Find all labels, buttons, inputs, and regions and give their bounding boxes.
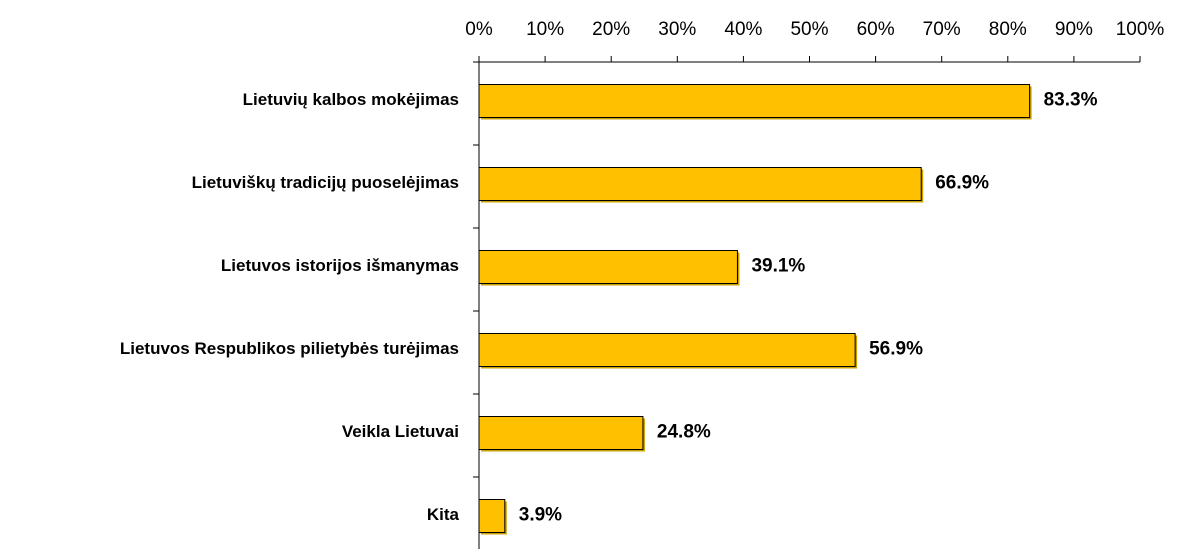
data-label: 56.9% bbox=[869, 339, 923, 360]
y-tick-label: Veikla Lietuvai bbox=[342, 422, 459, 441]
bar bbox=[478, 333, 856, 367]
x-tick-label: 80% bbox=[989, 19, 1027, 40]
y-tick-label: Lietuvos istorijos išmanymas bbox=[221, 256, 459, 275]
data-label: 39.1% bbox=[751, 256, 805, 277]
x-tick-label: 70% bbox=[923, 19, 961, 40]
x-tick-label: 40% bbox=[724, 19, 762, 40]
data-label: 24.8% bbox=[657, 422, 711, 443]
x-tick-label: 20% bbox=[592, 19, 630, 40]
x-tick-label: 90% bbox=[1055, 19, 1093, 40]
bar bbox=[478, 167, 922, 201]
y-tick-label: Lietuvių kalbos mokėjimas bbox=[243, 90, 459, 109]
x-tick-label: 10% bbox=[526, 19, 564, 40]
y-tick-label: Lietuviškų tradicijų puoselėjimas bbox=[192, 173, 459, 192]
data-label: 66.9% bbox=[935, 173, 989, 194]
x-tick-label: 100% bbox=[1116, 19, 1165, 40]
bar bbox=[478, 84, 1031, 118]
data-label: 3.9% bbox=[519, 505, 562, 526]
y-tick-label: Lietuvos Respublikos pilietybės turėjima… bbox=[120, 339, 459, 358]
x-tick-label: 60% bbox=[857, 19, 895, 40]
x-tick-label: 50% bbox=[790, 19, 828, 40]
bar bbox=[478, 499, 506, 533]
data-label: 83.3% bbox=[1044, 90, 1098, 111]
bar bbox=[478, 416, 644, 450]
x-tick-label: 30% bbox=[658, 19, 696, 40]
y-tick-label: Kita bbox=[427, 505, 460, 524]
x-tick-label: 0% bbox=[465, 19, 493, 40]
bar bbox=[478, 250, 738, 284]
